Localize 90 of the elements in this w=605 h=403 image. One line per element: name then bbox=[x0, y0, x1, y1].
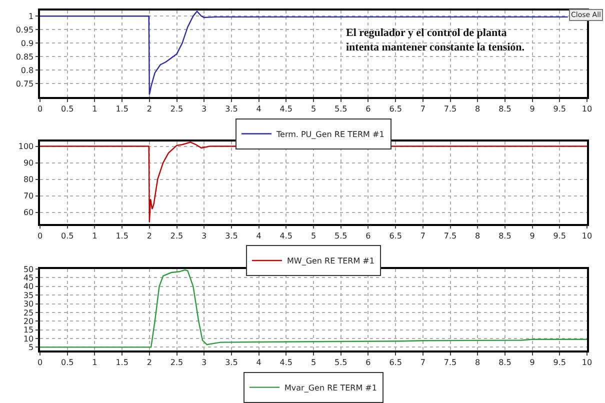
x-tick-label: 10 bbox=[582, 358, 592, 368]
x-tick-label: 7.5 bbox=[444, 358, 457, 368]
x-tick-label: 6.5 bbox=[389, 231, 402, 240]
x-tick-label: 4 bbox=[256, 104, 262, 114]
x-tick-label: 5.5 bbox=[334, 104, 348, 114]
x-tick-label: 8 bbox=[475, 231, 480, 240]
x-tick-label: 9.5 bbox=[553, 104, 566, 114]
x-tick-label: 5 bbox=[310, 358, 316, 368]
legend-label: Term. PU_Gen RE TERM #1 bbox=[276, 130, 384, 139]
x-tick-label: 9.5 bbox=[553, 358, 566, 368]
x-tick-label: 1 bbox=[92, 358, 98, 368]
x-tick-label: 5 bbox=[310, 104, 316, 114]
y-tick-label: 10 bbox=[23, 334, 34, 344]
y-tick-label: 30 bbox=[23, 300, 34, 309]
y-tick-label: 1 bbox=[28, 12, 34, 21]
x-tick-label: 4 bbox=[256, 231, 262, 240]
x-tick-label: 0.5 bbox=[60, 358, 74, 368]
x-tick-label: 10 bbox=[582, 104, 592, 114]
line-series bbox=[40, 269, 587, 348]
x-tick-label: 0 bbox=[37, 358, 43, 368]
x-tick-label: 8.5 bbox=[498, 104, 512, 114]
y-tick-label: 0.95 bbox=[16, 25, 34, 34]
x-tick-label: 6 bbox=[366, 358, 371, 368]
x-tick-label: 1 bbox=[92, 104, 98, 114]
x-tick-label: 9 bbox=[530, 104, 535, 114]
x-tick-label: 8 bbox=[475, 358, 480, 368]
legend-label: MW_Gen RE TERM #1 bbox=[287, 256, 374, 266]
x-tick-label: 0.5 bbox=[60, 231, 74, 240]
x-tick-label: 0 bbox=[37, 231, 43, 240]
x-tick-label: 7.5 bbox=[444, 104, 457, 114]
y-tick-label: 0.9 bbox=[20, 38, 34, 48]
x-tick-label: 3.5 bbox=[225, 358, 238, 368]
x-tick-label: 2 bbox=[146, 231, 152, 240]
x-tick-label: 7.5 bbox=[444, 231, 457, 240]
y-tick-label: 15 bbox=[23, 326, 34, 335]
x-tick-label: 2.5 bbox=[170, 231, 184, 240]
x-tick-label: 4 bbox=[256, 358, 262, 368]
x-tick-label: 1.5 bbox=[116, 358, 128, 368]
y-tick-label: 25 bbox=[23, 308, 34, 318]
x-tick-label: 10 bbox=[582, 231, 592, 240]
y-tick-label: 70 bbox=[23, 192, 34, 201]
x-tick-label: 4.5 bbox=[280, 358, 293, 368]
x-tick-label: 6.5 bbox=[389, 104, 402, 114]
y-tick-label: 0.75 bbox=[16, 79, 34, 88]
x-tick-label: 6 bbox=[366, 104, 371, 114]
line-series bbox=[40, 10, 568, 96]
y-tick-label: 20 bbox=[23, 316, 34, 326]
x-tick-label: 1.5 bbox=[116, 104, 128, 114]
x-tick-label: 8.5 bbox=[498, 358, 512, 368]
y-tick-label: 40 bbox=[23, 282, 34, 292]
x-tick-label: 9 bbox=[530, 231, 535, 240]
x-tick-label: 2.5 bbox=[170, 358, 184, 368]
x-tick-label: 2.5 bbox=[170, 104, 184, 114]
legend-label: Mvar_Gen RE TERM #1 bbox=[284, 383, 377, 392]
y-tick-label: 100 bbox=[18, 142, 34, 152]
y-tick-label: 80 bbox=[23, 175, 34, 184]
y-tick-label: 35 bbox=[23, 290, 34, 300]
x-tick-label: 6.5 bbox=[389, 358, 402, 368]
y-tick-label: 0.8 bbox=[20, 66, 34, 75]
x-tick-label: 0 bbox=[37, 104, 43, 114]
x-tick-label: 7 bbox=[420, 231, 426, 240]
y-tick-label: 90 bbox=[23, 158, 34, 168]
x-tick-label: 7 bbox=[420, 358, 426, 368]
x-tick-label: 5 bbox=[310, 231, 316, 240]
x-tick-label: 5.5 bbox=[334, 358, 348, 368]
x-tick-label: 8 bbox=[475, 104, 480, 114]
x-tick-label: 3.5 bbox=[225, 231, 238, 240]
x-tick-label: 3.5 bbox=[225, 104, 238, 114]
x-tick-label: 3 bbox=[202, 358, 207, 368]
x-tick-label: 4.5 bbox=[280, 104, 293, 114]
x-tick-label: 8.5 bbox=[498, 231, 512, 240]
annotation: El regulador y el control de planta intenta mantener constante la tensión. bbox=[346, 27, 525, 54]
x-tick-label: 5.5 bbox=[334, 231, 348, 240]
x-tick-label: 6 bbox=[366, 231, 371, 240]
x-tick-label: 9 bbox=[530, 358, 535, 368]
x-tick-label: 3 bbox=[202, 104, 207, 114]
y-tick-label: 50 bbox=[23, 264, 34, 274]
x-tick-label: 2 bbox=[146, 358, 152, 368]
x-tick-label: 0.5 bbox=[60, 104, 74, 114]
x-tick-label: 1.5 bbox=[116, 231, 128, 240]
y-tick-label: 0.85 bbox=[16, 52, 34, 62]
x-tick-label: 7 bbox=[420, 104, 426, 114]
x-tick-label: 1 bbox=[92, 231, 98, 240]
x-tick-label: 9.5 bbox=[553, 231, 566, 240]
x-tick-label: 3 bbox=[202, 231, 207, 240]
y-tick-label: 5 bbox=[28, 342, 34, 352]
x-tick-label: 4.5 bbox=[280, 231, 293, 240]
y-tick-label: 45 bbox=[23, 274, 34, 283]
y-tick-label: 60 bbox=[23, 208, 34, 218]
x-tick-label: 2 bbox=[146, 104, 152, 114]
